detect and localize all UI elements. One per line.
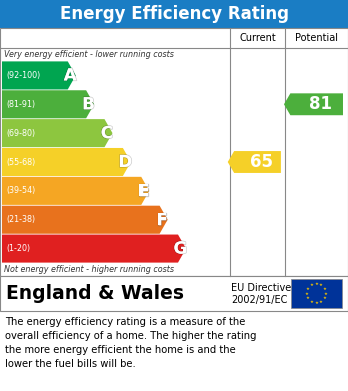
Polygon shape xyxy=(2,90,94,118)
Polygon shape xyxy=(2,119,112,147)
Text: ★: ★ xyxy=(306,296,310,300)
Text: ★: ★ xyxy=(324,292,328,296)
Polygon shape xyxy=(2,177,149,205)
Text: G: G xyxy=(174,240,187,258)
Text: (39-54): (39-54) xyxy=(6,187,35,196)
Text: 2002/91/EC: 2002/91/EC xyxy=(231,296,288,305)
Text: (1-20): (1-20) xyxy=(6,244,30,253)
Polygon shape xyxy=(228,151,281,173)
Text: A: A xyxy=(64,66,77,84)
Polygon shape xyxy=(2,206,168,234)
Text: (55-68): (55-68) xyxy=(6,158,35,167)
Text: Very energy efficient - lower running costs: Very energy efficient - lower running co… xyxy=(4,50,174,59)
Text: (81-91): (81-91) xyxy=(6,100,35,109)
Text: ★: ★ xyxy=(319,283,323,287)
Text: E: E xyxy=(138,182,149,200)
Bar xyxy=(291,279,342,308)
Bar xyxy=(0,276,348,311)
Text: ★: ★ xyxy=(310,300,314,304)
Text: ★: ★ xyxy=(314,282,318,286)
Bar xyxy=(0,0,348,28)
Text: Current: Current xyxy=(239,33,276,43)
Text: C: C xyxy=(101,124,113,142)
Text: ★: ★ xyxy=(319,300,323,304)
Text: F: F xyxy=(156,211,168,229)
Text: (92-100): (92-100) xyxy=(6,71,40,80)
Text: (69-80): (69-80) xyxy=(6,129,35,138)
Text: (21-38): (21-38) xyxy=(6,215,35,224)
Text: ★: ★ xyxy=(305,292,309,296)
Text: England & Wales: England & Wales xyxy=(6,284,184,303)
Text: B: B xyxy=(82,95,95,113)
Polygon shape xyxy=(284,93,343,115)
Bar xyxy=(0,28,348,276)
Text: Potential: Potential xyxy=(295,33,338,43)
Text: ★: ★ xyxy=(314,301,318,305)
Text: D: D xyxy=(118,153,132,171)
Text: ★: ★ xyxy=(306,287,310,291)
Text: 65: 65 xyxy=(250,153,273,171)
Polygon shape xyxy=(2,235,186,263)
Polygon shape xyxy=(2,148,131,176)
Text: EU Directive: EU Directive xyxy=(231,283,292,293)
Text: Not energy efficient - higher running costs: Not energy efficient - higher running co… xyxy=(4,265,174,274)
Polygon shape xyxy=(2,61,76,90)
Text: Energy Efficiency Rating: Energy Efficiency Rating xyxy=(60,5,288,23)
Text: ★: ★ xyxy=(323,296,326,300)
Text: 81: 81 xyxy=(309,95,332,113)
Text: The energy efficiency rating is a measure of the
overall efficiency of a home. T: The energy efficiency rating is a measur… xyxy=(5,317,256,369)
Text: ★: ★ xyxy=(310,283,314,287)
Text: ★: ★ xyxy=(323,287,326,291)
